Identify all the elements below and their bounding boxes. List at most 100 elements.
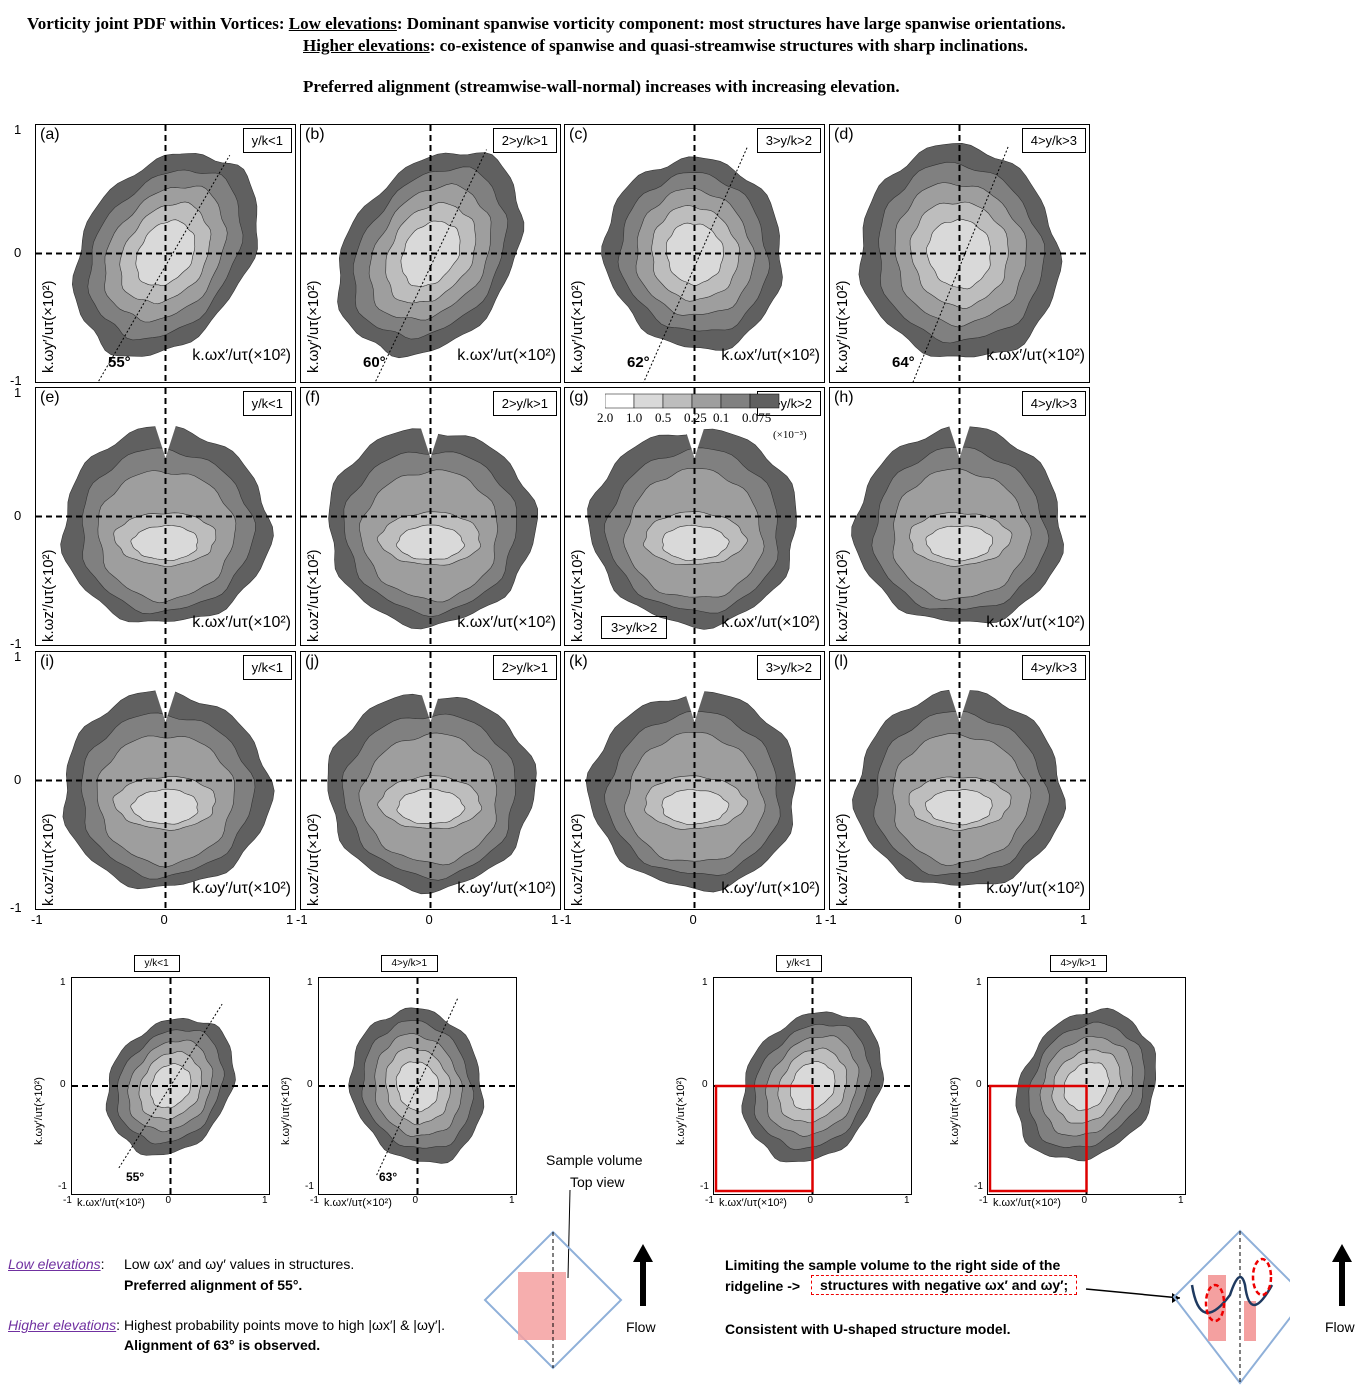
alignment-line: [118, 1003, 223, 1169]
right-text-2: ridgeline ->: [725, 1278, 801, 1294]
panel-label: (d): [834, 126, 854, 143]
x-tick-max: 1: [551, 912, 559, 927]
small-x-tick-zero: 0: [165, 1195, 172, 1206]
small-x-label: k.ωx′/uτ(×10²): [324, 1197, 392, 1209]
small-x-tick-zero: 0: [412, 1195, 419, 1206]
header-line-1: Vorticity joint PDF within Vortices: Low…: [27, 14, 1066, 33]
colorbar-swatch: [749, 393, 780, 409]
contour-level-5: [130, 524, 199, 561]
y-tick-top: 1: [14, 649, 22, 664]
panel-tag: 4>y/k>3: [1021, 391, 1086, 416]
y-axis-label: k.ωz′/uτ(×10²): [40, 549, 57, 642]
contour-plot: [565, 125, 824, 382]
small-y-label: k.ωy′/uτ(×10²): [280, 1077, 292, 1145]
x-axis-label: k.ωy′/uτ(×10²): [457, 880, 556, 897]
x-tick-max: 1: [815, 912, 823, 927]
contour-level-5: [665, 222, 724, 286]
right-boxed-text: structures with negative ωx′ and ωy′;: [811, 1275, 1078, 1295]
colorbar-swatch: [633, 393, 664, 409]
u-ellipse-1: [1204, 1283, 1226, 1323]
panel-label: (f): [305, 389, 321, 406]
higher-elevations-text-2: Alignment of 63° is observed.: [124, 1337, 321, 1353]
y-tick-bottom: -1: [10, 636, 22, 651]
small-y-tick-zero: 0: [976, 1079, 982, 1090]
panel-tag: 3>y/k>2: [756, 655, 821, 680]
small-contour-plot: [988, 978, 1185, 1194]
panel-b: (b) 2>y/k>1 60° k.ωx′/uτ(×10²) k.ωy′/uτ(×10²…: [300, 124, 561, 383]
panel-tag: y/k<1: [242, 128, 292, 153]
small-x-tick-min: -1: [979, 1195, 988, 1206]
panel-label: (i): [40, 653, 55, 670]
colorbar-swatch: [662, 393, 693, 409]
small-contour-plot: [714, 978, 911, 1194]
y-axis-label: k.ωz′/uτ(×10²): [569, 813, 586, 906]
y-tick-zero: 0: [14, 771, 22, 787]
contour-level-5: [130, 788, 199, 825]
angle-label: 63°: [379, 1170, 398, 1184]
alignment-line: [376, 996, 459, 1176]
u-pointer-line: [1085, 1288, 1181, 1299]
small-panel-3: [713, 977, 912, 1195]
small-x-tick-max: 1: [1178, 1195, 1184, 1206]
contour-plot: [301, 652, 560, 909]
panel-label: (j): [305, 653, 320, 670]
y-tick-zero: 0: [14, 244, 22, 260]
x-tick-zero: 0: [689, 912, 697, 927]
panel-tag: 4>y/k>3: [1021, 128, 1086, 153]
small-tag: 4>y/k>1: [1049, 955, 1108, 972]
small-x-label: k.ωx′/uτ(×10²): [993, 1197, 1061, 1209]
alignment-line: [912, 145, 1010, 382]
angle-label: 64°: [892, 354, 915, 371]
x-tick-max: 1: [1080, 912, 1088, 927]
panel-tag: 4>y/k>3: [1021, 655, 1086, 680]
panel-g-bottom-tag: 3>y/k>2: [601, 616, 668, 639]
small-panel-1: 55°: [71, 977, 270, 1195]
contour-plot: [301, 125, 560, 382]
contour-plot: [36, 125, 295, 382]
y-axis-label: k.ωy′/uτ(×10²): [305, 280, 322, 373]
x-axis-label: k.ωx′/uτ(×10²): [986, 614, 1085, 631]
x-tick-max: 1: [286, 912, 294, 927]
panel-label: (a): [40, 126, 60, 143]
y-axis-label: k.ωz′/uτ(×10²): [40, 813, 57, 906]
angle-label: 55°: [126, 1170, 145, 1184]
panel-h: (h) 4>y/k>3 k.ωx′/uτ(×10²) k.ωz′/uτ(×10²): [829, 387, 1090, 646]
colorbar-swatch: [605, 393, 635, 409]
header-line-3: Preferred alignment (streamwise-wall-nor…: [303, 77, 900, 96]
highlight-box: [714, 1084, 814, 1193]
small-x-tick-min: -1: [63, 1195, 72, 1206]
y-tick-zero: 0: [14, 507, 22, 523]
sample-volume-label: Sample volume: [546, 1152, 643, 1168]
y-axis-label: k.ωy′/uτ(×10²): [40, 280, 57, 373]
colorbar-level: 1.0: [626, 410, 643, 425]
colorbar-level: 0.075: [742, 410, 772, 425]
flow-arrow-icon: [633, 1244, 653, 1306]
x-axis-label: k.ωx′/uτ(×10²): [457, 614, 556, 631]
contour-level-5: [400, 220, 461, 287]
flow-label-right: Flow: [1325, 1319, 1355, 1335]
sample-volume-diagram: [483, 1190, 623, 1370]
low-elevations-text-2: Preferred alignment of 55°.: [124, 1277, 303, 1293]
contour-plot: [36, 652, 295, 909]
small-tag: y/k<1: [133, 955, 180, 972]
header-line-2: Higher elevations: co-existence of spanw…: [303, 36, 1028, 55]
x-axis-label: k.ωx′/uτ(×10²): [721, 614, 820, 631]
panel-l: (l) 4>y/k>3 k.ωy′/uτ(×10²) k.ωz′/uτ(×10²): [829, 651, 1090, 910]
panel-label: (h): [834, 389, 854, 406]
panel-label: (b): [305, 126, 325, 143]
sample-pointer-line: [567, 1190, 571, 1279]
x-tick-min: -1: [31, 912, 43, 927]
contour-plot: [830, 388, 1089, 645]
x-axis-label: k.ωy′/uτ(×10²): [192, 880, 291, 897]
small-y-tick-bottom: -1: [305, 1181, 314, 1192]
small-y-tick-bottom: -1: [58, 1181, 67, 1192]
small-y-label: k.ωy′/uτ(×10²): [33, 1077, 45, 1145]
panel-g: (g) 3>y/k>2 k.ωx′/uτ(×10²) k.ωz′/uτ(×10²) 2.…: [564, 387, 825, 646]
panel-tag: 2>y/k>1: [492, 655, 557, 680]
panel-e: (e) y/k<1 k.ωx′/uτ(×10²) k.ωz′/uτ(×10²): [35, 387, 296, 646]
small-y-tick-bottom: -1: [700, 1181, 709, 1192]
panel-tag: y/k<1: [242, 391, 292, 416]
small-x-label: k.ωx′/uτ(×10²): [719, 1197, 787, 1209]
contour-plot: [565, 388, 824, 645]
small-panel-2: 63°: [318, 977, 517, 1195]
